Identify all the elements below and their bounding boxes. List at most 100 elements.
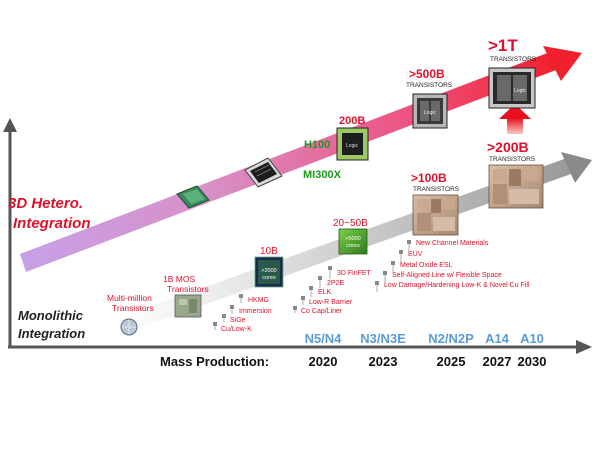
chip-block <box>513 75 527 101</box>
chip-die <box>338 228 368 255</box>
label-200b-mono-sub: TRANSISTORS <box>489 156 536 163</box>
technology-bullet-icon <box>399 250 403 254</box>
chip-200b: Logic <box>336 127 369 161</box>
year-label: 2027 <box>483 354 512 369</box>
up-arrow-head <box>499 104 531 119</box>
technology-bullet-icon <box>328 266 332 270</box>
technology-bullet-icon <box>301 296 305 300</box>
technology-bullet-icon <box>391 261 395 265</box>
label-multi-million: Multi-million <box>107 293 152 303</box>
chip-block <box>497 75 511 101</box>
technology-item: Co Cap/Liner <box>293 306 343 315</box>
chip-cores-label: cores <box>262 275 276 281</box>
label-500b-sub: TRANSISTORS <box>406 82 453 89</box>
chip-100b <box>412 194 459 236</box>
chip-block <box>523 169 539 181</box>
label-1b-sub: Transistors <box>167 284 209 294</box>
chip-1b <box>174 294 202 318</box>
node-label: N5/N4 <box>305 331 343 346</box>
technology-bullet-icon <box>213 322 217 326</box>
label-h100: H100 <box>304 139 330 151</box>
chip-1t: Logic <box>488 67 536 109</box>
hetero-arrowhead <box>543 46 582 81</box>
technology-label: ELK <box>318 289 332 296</box>
chip-logic-text: Logic <box>346 143 358 149</box>
chip-block <box>189 299 197 313</box>
axes <box>3 118 592 354</box>
chip-die <box>183 189 205 204</box>
technology-label: 3D FinFET <box>337 270 372 277</box>
chip-block <box>443 199 455 209</box>
hetero-label-line2: Integration <box>13 215 91 232</box>
chip-detail <box>256 168 272 177</box>
technology-item: Immersion <box>230 305 272 315</box>
chip-die <box>174 294 202 318</box>
y-axis-arrowhead <box>3 118 17 132</box>
chip-logic-text: Logic <box>424 110 436 116</box>
technology-bullet-icon <box>318 276 322 280</box>
mono-arrowhead <box>561 152 592 183</box>
chip-stack-hetero <box>244 157 283 188</box>
technology-item: ELK <box>309 286 332 297</box>
x-axis-arrowhead <box>576 340 592 354</box>
label-1t-sub: TRANSISTORS <box>490 56 537 63</box>
chip-block <box>509 169 521 186</box>
chip-block <box>431 199 441 213</box>
year-label: 2023 <box>369 354 398 369</box>
node-labels: N5/N4 N3/N3E N2/N2P A14 A10 2020 2023 2025 2027 2… <box>305 331 547 369</box>
chip-block <box>417 213 431 231</box>
chip-20-50b: >5000 cores <box>338 228 368 255</box>
technology-item: Self-Aligned Line w/ Flexible Space <box>383 271 502 282</box>
label-20-50b: 20~50B <box>333 218 368 229</box>
technology-label: SiGe <box>230 317 246 324</box>
label-10b: 10B <box>260 246 278 257</box>
technology-bullet-icon <box>293 306 297 310</box>
mono-label-line2: Integration <box>18 326 85 341</box>
label-mi300x: MI300X <box>303 169 342 181</box>
technology-markers: Cu/Low-K SiGe Immersion HKMG Co Cap/Liner Low… <box>213 240 530 333</box>
technology-item: Low Damage/Hardening Low-K & Novel Cu Fi… <box>375 281 530 292</box>
technology-bullet-icon <box>309 286 313 290</box>
chip-multi-million <box>120 318 138 336</box>
technology-item: SiGe <box>222 314 246 324</box>
chip-core <box>258 260 280 284</box>
technology-bullet-icon <box>407 240 411 244</box>
technology-label: HKMG <box>248 297 269 304</box>
mass-production-label: Mass Production: <box>160 354 269 369</box>
label-500b: >500B <box>409 67 445 81</box>
year-label: 2030 <box>518 354 547 369</box>
technology-item: Cu/Low-K <box>213 322 252 333</box>
technology-item: HKMG <box>239 294 269 304</box>
technology-label: Immersion <box>239 308 272 315</box>
chip-cores-count: >5000 <box>345 236 360 242</box>
node-label: N3/N3E <box>360 331 406 346</box>
chip-die <box>342 133 363 155</box>
year-label: 2020 <box>309 354 338 369</box>
technology-item: Low-R Barrier <box>301 296 353 306</box>
technology-label: Cu/Low-K <box>221 326 252 333</box>
technology-label: Metal Oxide ESL <box>400 262 453 269</box>
chip-10b: >2000 cores <box>254 256 284 288</box>
chip-cores-label: cores <box>346 243 360 249</box>
chip-block <box>493 169 507 181</box>
technology-bullet-icon <box>239 294 243 298</box>
up-arrow-shaft <box>507 118 523 134</box>
chip-block <box>431 101 440 121</box>
technology-label: Low Damage/Hardening Low-K & Novel Cu Fi… <box>384 282 530 289</box>
chip-block <box>179 299 187 305</box>
upgrade-arrow <box>499 104 531 134</box>
label-1t: >1T <box>488 36 518 55</box>
technology-item: EUV <box>399 250 423 262</box>
label-100b-sub: TRANSISTORS <box>413 186 460 193</box>
node-label: N2/N2P <box>428 331 474 346</box>
label-200b: 200B <box>339 115 365 127</box>
chip-block <box>420 101 429 121</box>
technology-bullet-icon <box>375 281 379 285</box>
technology-bullet-icon <box>230 305 234 309</box>
chip-block <box>433 217 455 231</box>
hetero-label-line1: 3D Hetero. <box>8 195 83 212</box>
mono-label-line1: Monolithic <box>18 308 84 323</box>
technology-label: Low-R Barrier <box>309 299 353 306</box>
chip-detail <box>254 164 270 173</box>
